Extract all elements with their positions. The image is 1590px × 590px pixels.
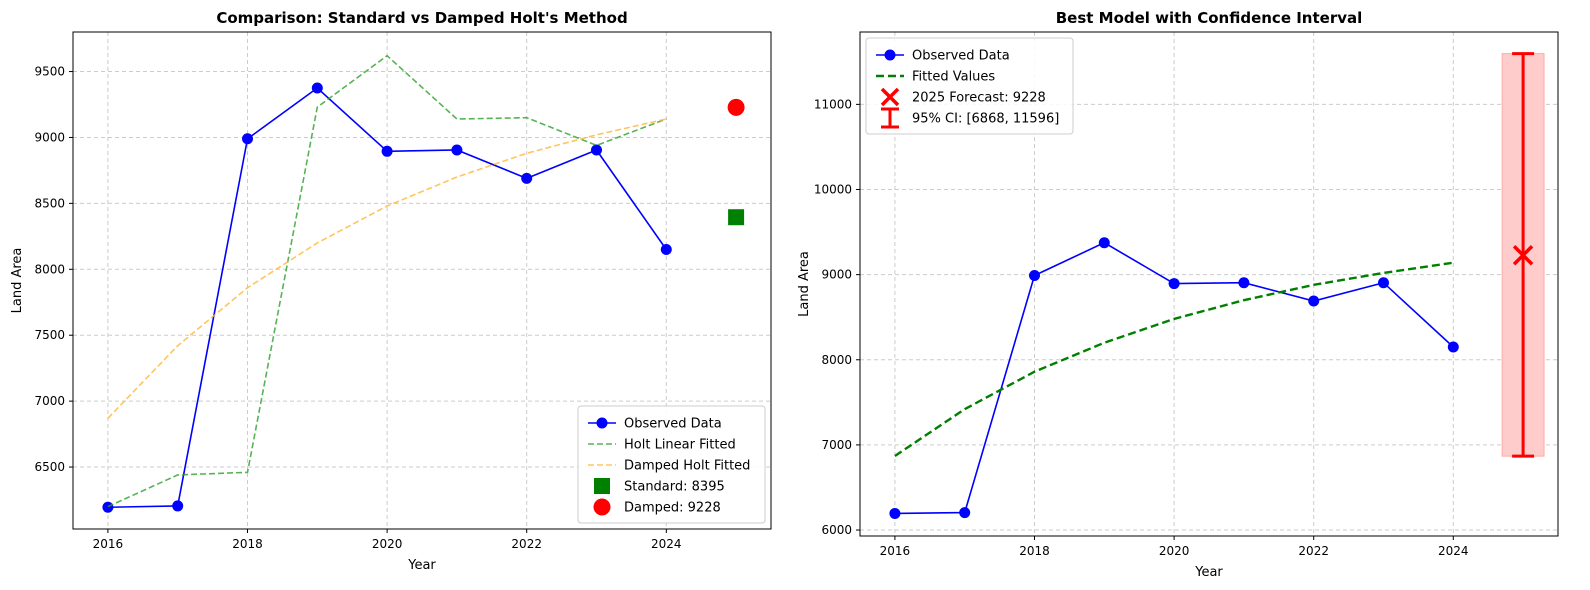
data-point	[172, 500, 184, 512]
y-tick-label: 10000	[814, 183, 852, 197]
legend-box	[865, 37, 1074, 135]
data-point	[1378, 277, 1389, 289]
y-tick-label: 11000	[814, 97, 852, 111]
legend-label: Observed Data	[624, 417, 722, 432]
y-tick-label: 6000	[821, 523, 852, 537]
y-axis-label: Land Area	[10, 248, 25, 314]
series-line-2	[107, 54, 667, 508]
data-point	[521, 172, 533, 184]
data-point	[959, 507, 971, 519]
data-point	[889, 507, 901, 519]
data-point	[311, 82, 323, 94]
y-tick-label: 8500	[34, 196, 65, 210]
legend-label: Damped Holt Fitted	[624, 459, 750, 474]
x-axis-label: Year	[1194, 565, 1223, 580]
legend-label: 2025 Forecast: 9228	[912, 91, 1046, 106]
plot-frame	[72, 31, 772, 530]
legend-label: Damped: 9228	[624, 501, 721, 516]
y-tick-label: 7000	[34, 394, 65, 408]
legend-marker	[594, 478, 610, 494]
x-tick-label: 2024	[1438, 544, 1469, 558]
x-tick-label: 2022	[1298, 544, 1329, 558]
data-point	[660, 244, 672, 256]
chart-title: Best Model with Confidence Interval	[1056, 9, 1363, 27]
y-tick-label: 8000	[34, 262, 65, 276]
y-axis-label: Land Area	[797, 251, 812, 317]
legend-label: Standard: 8395	[624, 480, 725, 495]
data-point	[591, 144, 602, 156]
x-tick-label: 2018	[232, 537, 263, 551]
standard-forecast-marker	[728, 209, 745, 226]
plot-frame	[859, 31, 1559, 537]
chart-1: 2016 2018 2020 2022 2024 6500 7000 7500 8000 8500…	[10, 9, 772, 573]
data-point	[102, 501, 114, 513]
data-point	[1238, 277, 1250, 289]
legend-label: 95% CI: [6868, 11596]	[912, 112, 1059, 127]
x-tick-label: 2020	[1159, 544, 1190, 558]
legend-label: Observed Data	[912, 49, 1010, 64]
y-tick-label: 7500	[34, 328, 65, 342]
legend-label: Fitted Values	[912, 70, 995, 85]
data-point	[1168, 278, 1180, 290]
legend-box	[577, 405, 766, 524]
x-tick-label: 2020	[372, 537, 403, 551]
y-tick-label: 7000	[821, 438, 852, 452]
legend-x-marker-b	[880, 87, 900, 107]
y-tick-label: 9000	[34, 130, 65, 144]
y-tick-label: 9000	[821, 268, 852, 282]
legend-marker	[596, 417, 608, 429]
legend-marker	[593, 498, 611, 516]
data-point	[1098, 237, 1110, 249]
legend: Observed Data Fitted Values 2025 Forecast:…	[865, 37, 1074, 135]
x-tick-label: 2024	[651, 537, 682, 551]
y-tick-label: 9500	[34, 65, 65, 79]
y-tick-label: 8000	[821, 353, 852, 367]
x-tick-label: 2016	[93, 537, 124, 551]
x-tick-label: 2018	[1019, 544, 1050, 558]
damped-forecast-marker	[727, 98, 745, 116]
chart-title: Comparison: Standard vs Damped Holt's Me…	[216, 9, 627, 27]
x-tick-label: 2022	[511, 537, 542, 551]
legend-label: Holt Linear Fitted	[624, 438, 736, 453]
data-point	[1308, 295, 1320, 307]
y-tick-label: 6500	[34, 460, 65, 474]
data-point	[1447, 341, 1459, 353]
legend-marker	[884, 49, 896, 61]
data-point	[451, 144, 463, 156]
chart-2: 2016 2018 2020 2022 2024 6000 7000 8000 9000 1000…	[797, 9, 1559, 580]
x-axis-label: Year	[407, 558, 436, 573]
series-line-3	[107, 118, 667, 419]
forecast-x-marker-b	[1512, 244, 1534, 266]
series-line-2	[894, 261, 1454, 457]
data-point	[1029, 269, 1040, 281]
data-point	[242, 133, 253, 145]
data-point	[381, 145, 393, 157]
legend: Observed Data Holt Linear Fitted Damped Ho…	[577, 405, 766, 524]
x-tick-label: 2016	[880, 544, 911, 558]
